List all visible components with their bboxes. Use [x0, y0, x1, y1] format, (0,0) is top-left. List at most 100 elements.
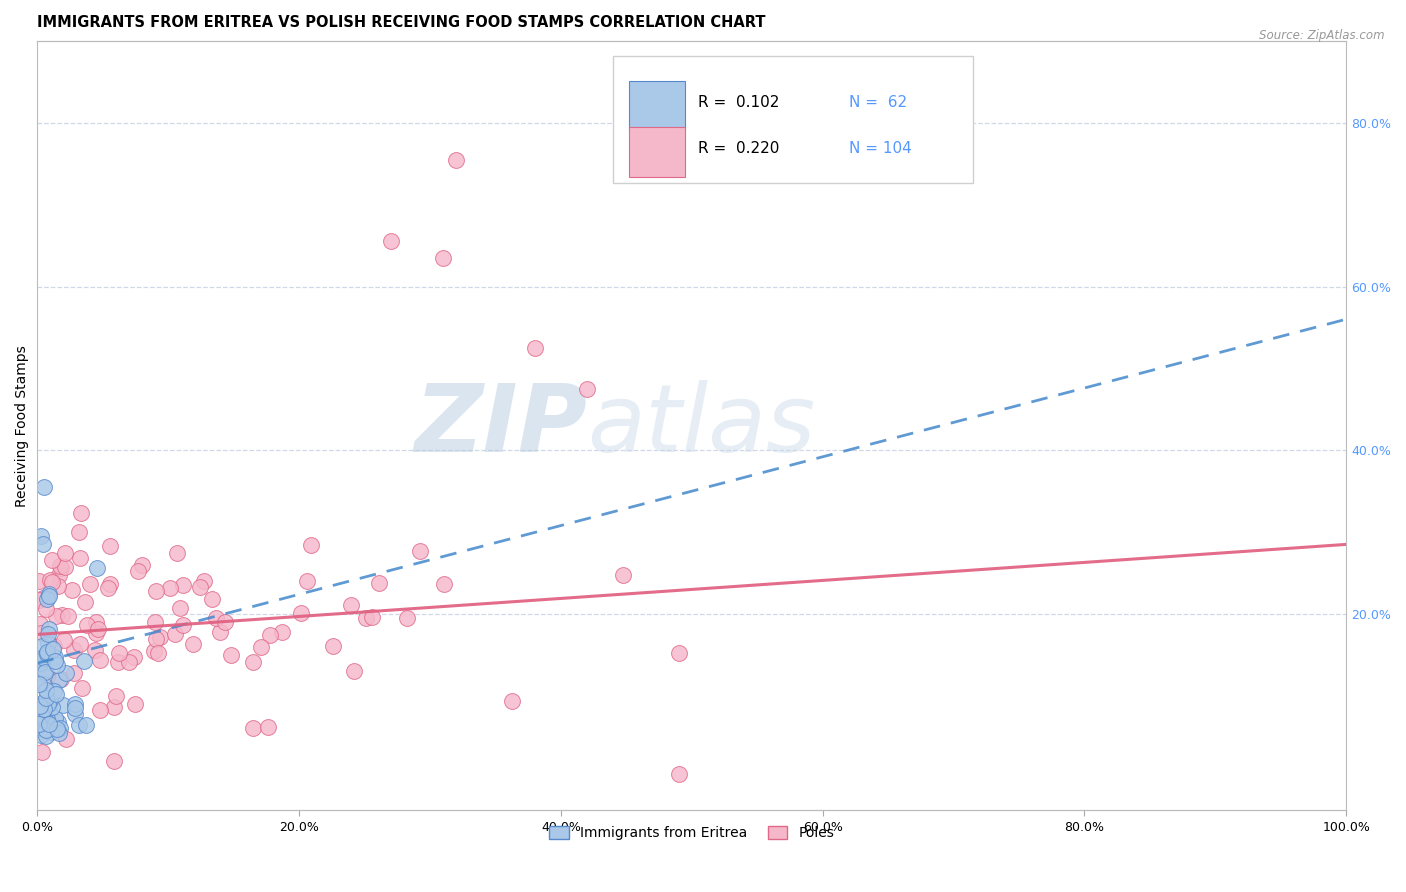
Point [299, 538, 322, 552]
Point [48, 725, 70, 739]
Point [31, 537, 53, 551]
Point [166, 546, 188, 560]
Point [52, 698, 75, 712]
Point [37, 636, 59, 650]
Point [219, 648, 242, 662]
Point [34, 714, 56, 728]
Point [28, 677, 51, 691]
Point [84, 626, 107, 640]
Point [73, 654, 96, 668]
Point [668, 766, 690, 780]
Point [53, 559, 76, 574]
Text: IMMIGRANTS FROM ERITREA VS POLISH RECEIVING FOOD STAMPS CORRELATION CHART: IMMIGRANTS FROM ERITREA VS POLISH RECEIV… [38, 15, 766, 30]
Point [45, 722, 67, 736]
Point [433, 576, 456, 591]
Point [250, 640, 273, 655]
Point [70, 681, 93, 696]
Point [34, 601, 56, 615]
Point [444, 153, 467, 167]
Point [322, 639, 344, 653]
Point [159, 582, 181, 596]
Point [69, 506, 91, 520]
Text: atlas: atlas [588, 380, 815, 471]
Point [124, 698, 146, 712]
Point [205, 611, 228, 625]
Point [342, 665, 364, 679]
Point [97, 581, 120, 595]
Point [149, 630, 172, 644]
Point [56, 609, 79, 624]
Point [46, 658, 69, 673]
Point [256, 720, 278, 734]
Point [32, 591, 55, 605]
Point [46, 715, 69, 730]
Text: R =  0.102: R = 0.102 [699, 95, 780, 110]
Point [295, 574, 318, 588]
Point [38, 692, 60, 706]
Point [104, 689, 127, 703]
Point [214, 615, 236, 629]
Point [127, 565, 149, 579]
Point [117, 655, 139, 669]
Point [37, 698, 59, 712]
Point [75, 717, 97, 731]
Point [30, 727, 52, 741]
Point [30, 617, 52, 632]
FancyBboxPatch shape [628, 81, 685, 131]
Point [48, 673, 70, 688]
Point [63, 706, 86, 721]
Point [39, 573, 62, 587]
Point [576, 382, 599, 396]
FancyBboxPatch shape [613, 56, 973, 183]
Point [31, 707, 53, 722]
Text: Source: ZipAtlas.com: Source: ZipAtlas.com [1260, 29, 1385, 43]
Point [86, 561, 108, 575]
Point [30, 651, 52, 665]
Point [27, 698, 49, 713]
Point [612, 567, 634, 582]
Point [143, 644, 166, 658]
Point [107, 655, 129, 669]
Point [37, 723, 59, 737]
Point [38, 622, 60, 636]
Legend: Immigrants from Eritrea, Poles: Immigrants from Eritrea, Poles [544, 821, 839, 846]
Point [395, 611, 418, 625]
Point [48, 567, 70, 582]
Point [41, 553, 63, 567]
Point [51, 608, 73, 623]
Point [38, 590, 60, 604]
Point [49, 721, 72, 735]
Point [67, 718, 90, 732]
Point [201, 592, 224, 607]
Point [31, 657, 53, 671]
FancyBboxPatch shape [628, 128, 685, 178]
Point [163, 627, 186, 641]
Point [270, 624, 292, 639]
Point [409, 544, 432, 558]
Point [208, 624, 231, 639]
Point [35, 683, 58, 698]
Point [27, 697, 49, 711]
Point [32, 676, 55, 690]
Point [35, 723, 58, 737]
Point [98, 577, 121, 591]
Point [39, 725, 62, 739]
Point [183, 637, 205, 651]
Text: N = 104: N = 104 [849, 141, 911, 156]
Point [31, 723, 53, 737]
Point [69, 637, 91, 651]
Point [79, 577, 101, 591]
Point [169, 601, 191, 615]
Point [30, 710, 52, 724]
Point [32, 480, 55, 494]
Point [148, 646, 170, 660]
Point [35, 712, 58, 726]
Point [103, 700, 125, 714]
Point [53, 546, 76, 560]
Point [44, 640, 66, 654]
Point [145, 584, 167, 599]
Point [368, 575, 391, 590]
Point [60, 582, 83, 597]
Point [37, 591, 59, 606]
Point [122, 650, 145, 665]
